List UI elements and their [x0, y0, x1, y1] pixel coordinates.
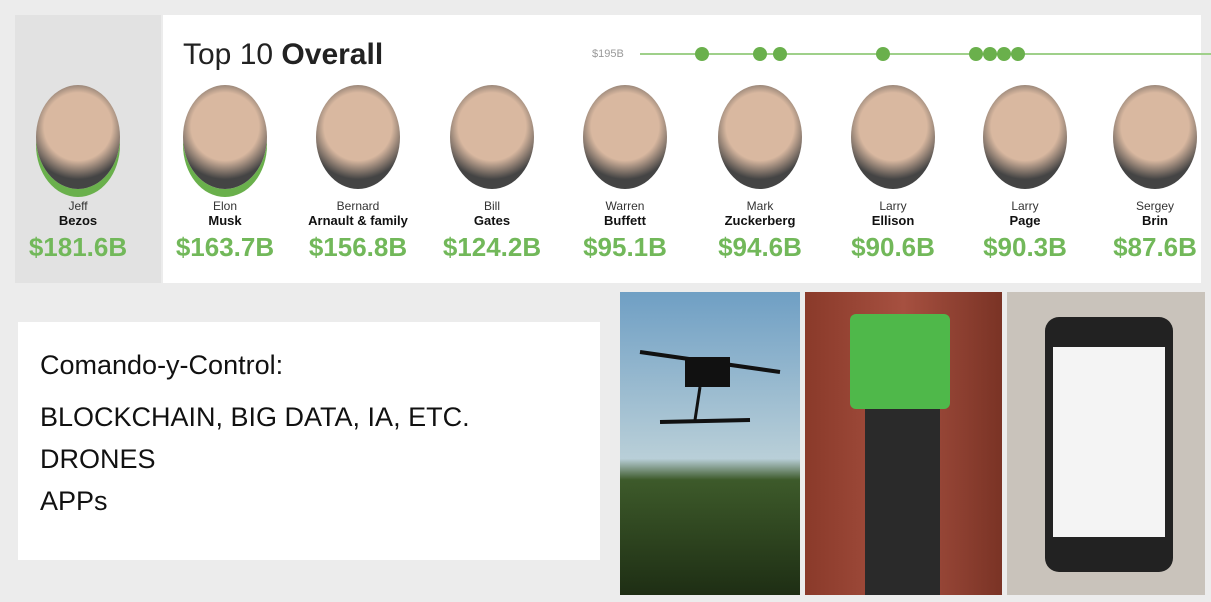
net-worth: $124.2B: [427, 232, 557, 263]
net-worth: $156.8B: [293, 232, 423, 263]
portrait: [851, 85, 935, 189]
drone-illustration: [620, 292, 800, 595]
box-heading: Comando-y-Control:: [40, 350, 283, 381]
portrait: [583, 85, 667, 189]
delivery-photo: [805, 292, 1002, 595]
dot: [983, 47, 997, 61]
portrait: [36, 85, 120, 189]
slide: Top 10 Overall $195B JeffBezos $181.6B Elo…: [0, 0, 1211, 602]
last-name: Musk: [160, 213, 290, 228]
text-box: Comando-y-Control: BLOCKCHAIN, BIG DATA,…: [18, 322, 600, 560]
portrait: [450, 85, 534, 189]
first-name: Bernard: [293, 199, 423, 213]
first-name: Elon: [160, 199, 290, 213]
dot: [997, 47, 1011, 61]
drone-photo: [620, 292, 800, 595]
dot: [753, 47, 767, 61]
portrait: [316, 85, 400, 189]
first-name: Warren: [560, 199, 690, 213]
net-worth: $87.6B: [1090, 232, 1211, 263]
app-photo: [1007, 292, 1205, 595]
first-name: Larry: [828, 199, 958, 213]
first-name: Mark: [695, 199, 825, 213]
delivery-bag: [850, 314, 950, 409]
box-line: DRONES: [40, 444, 156, 475]
last-name: Buffett: [560, 213, 690, 228]
title-bold: Overall: [281, 38, 383, 71]
phone-screen: [1053, 347, 1165, 537]
box-line: BLOCKCHAIN, BIG DATA, IA, ETC.: [40, 402, 470, 433]
portrait: [983, 85, 1067, 189]
net-worth: $90.6B: [828, 232, 958, 263]
timeline: [640, 44, 1211, 64]
dot: [1011, 47, 1025, 61]
first-name: Larry: [960, 199, 1090, 213]
box-line: APPs: [40, 486, 108, 517]
first-name: Jeff: [13, 199, 143, 213]
last-name: Brin: [1090, 213, 1211, 228]
last-name: Page: [960, 213, 1090, 228]
net-worth: $94.6B: [695, 232, 825, 263]
portrait: [718, 85, 802, 189]
rider: [865, 409, 940, 595]
last-name: Gates: [427, 213, 557, 228]
title-light: Top 10: [183, 38, 273, 71]
first-name: Sergey: [1090, 199, 1211, 213]
net-worth: $181.6B: [13, 232, 143, 263]
dot: [969, 47, 983, 61]
last-name: Arnault & family: [293, 213, 423, 228]
scale-label: $195B: [592, 48, 624, 60]
net-worth: $163.7B: [160, 232, 290, 263]
net-worth: $90.3B: [960, 232, 1090, 263]
last-name: Zuckerberg: [695, 213, 825, 228]
dot: [773, 47, 787, 61]
title: Top 10 Overall: [183, 38, 383, 72]
dot: [876, 47, 890, 61]
first-name: Bill: [427, 199, 557, 213]
dot: [695, 47, 709, 61]
last-name: Bezos: [13, 213, 143, 228]
net-worth: $95.1B: [560, 232, 690, 263]
portrait: [183, 85, 267, 189]
phone: [1045, 317, 1173, 572]
last-name: Ellison: [828, 213, 958, 228]
portrait: [1113, 85, 1197, 189]
